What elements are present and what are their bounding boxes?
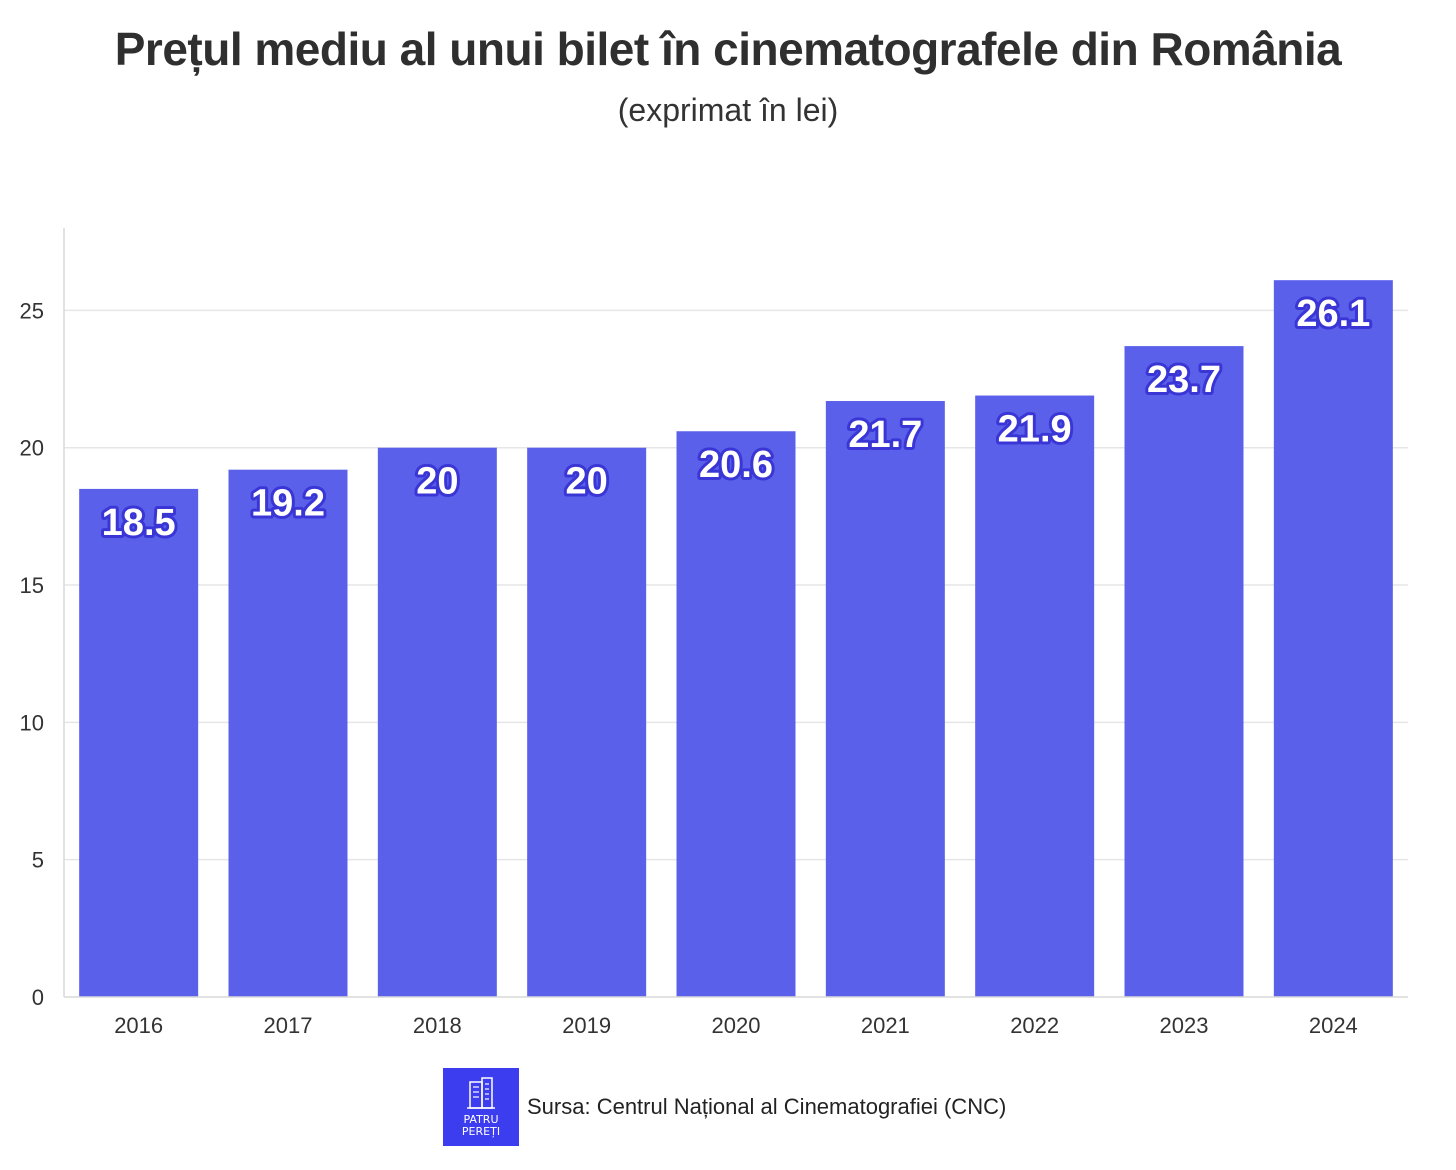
chart-title: Prețul mediu al unui bilet în cinematogr… [114,23,1342,75]
bar-2022 [975,395,1095,998]
bar-2021 [825,401,945,997]
bar-2017 [228,469,348,998]
bars [79,280,1393,998]
y-tick-label: 20 [20,436,44,461]
bar-2024 [1273,280,1393,997]
data-label-2024: 26.1 [1296,293,1370,335]
x-tick-label: 2021 [861,1013,910,1038]
bar-2016 [79,488,199,997]
data-label-2023: 23.7 [1147,359,1221,401]
y-tick-label: 5 [32,848,44,873]
x-tick-label: 2016 [114,1013,163,1038]
y-tick-label: 25 [20,298,44,323]
data-label-2018: 20 [416,461,458,503]
data-label-2019: 20 [566,461,608,503]
x-tick-label: 2019 [562,1013,611,1038]
chart-subtitle: (exprimat în lei) [617,92,839,128]
logo-text-line1: PATRU [463,1113,499,1126]
data-label-2020: 20.6 [699,444,773,486]
logo-text-line2: PEREȚI [461,1125,501,1138]
building-icon [467,1077,495,1109]
y-tick-label: 10 [20,710,44,735]
bar-2020 [676,431,796,997]
x-tick-label: 2024 [1309,1013,1358,1038]
x-tick-label: 2020 [712,1013,761,1038]
bar-2019 [527,447,647,997]
patru-pereti-logo: PATRU PEREȚI [443,1068,519,1146]
data-label-2022: 21.9 [998,409,1072,451]
bar-2023 [1124,346,1244,997]
bar-2018 [377,447,497,997]
x-tick-label: 2018 [413,1013,462,1038]
data-label-2021: 21.7 [848,414,922,456]
x-tick-label: 2022 [1010,1013,1059,1038]
y-tick-label: 15 [20,573,44,598]
data-label-2017: 19.2 [251,483,325,525]
footer: PATRU PEREȚI Sursa: Centrul Național al … [443,1068,1006,1146]
data-label-2016: 18.5 [102,502,176,544]
y-tick-label: 0 [32,985,44,1010]
x-tick-label: 2017 [264,1013,313,1038]
source-note: Sursa: Centrul Național al Cinematografi… [527,1094,1007,1119]
data-labels: 18.5 19.2 20 20 20.6 21.7 21.9 23.7 26.1 [99,290,1374,547]
x-tick-label: 2023 [1160,1013,1209,1038]
